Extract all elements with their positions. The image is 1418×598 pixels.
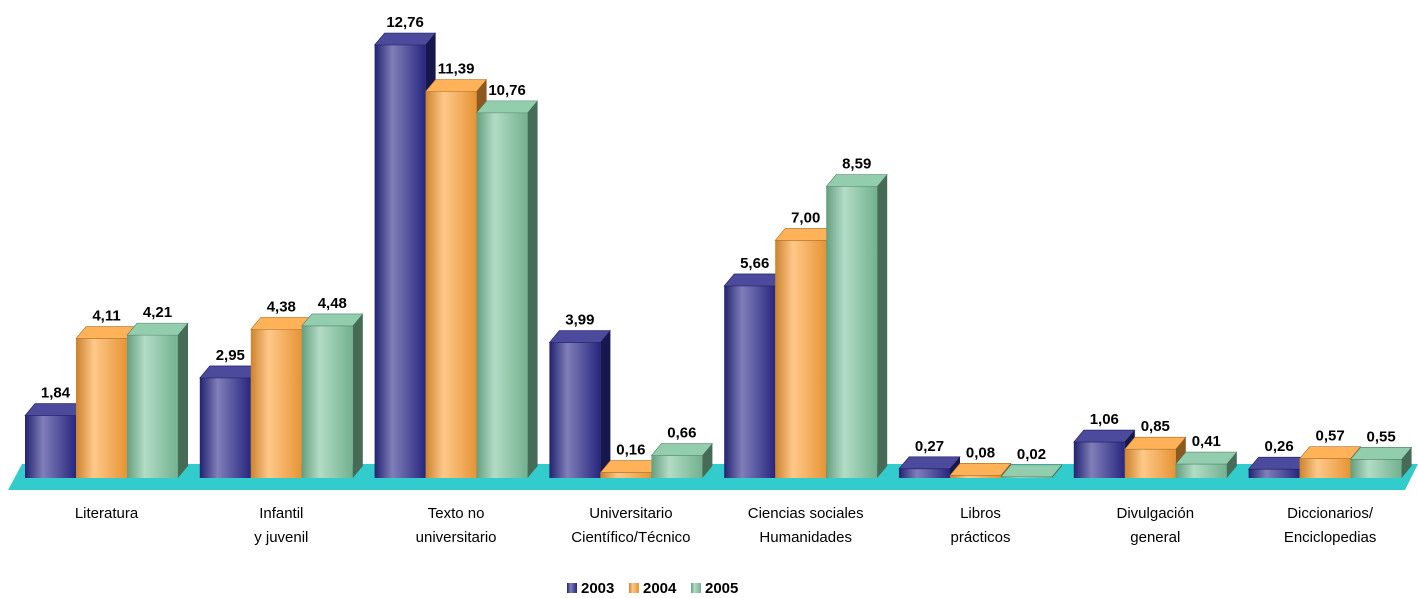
category-label-ciencias-sociales-humanidades: Ciencias sociales Humanidades bbox=[748, 505, 864, 546]
value-label-libros-practicos-2004: 0,08 bbox=[966, 444, 995, 461]
value-label-texto-no-universitario-2004: 11,39 bbox=[438, 60, 475, 77]
legend-item-2004: 2004 bbox=[629, 580, 677, 597]
bar-libros-practicos-2005 bbox=[1000, 464, 1063, 478]
value-label-divulgacion-general-2004: 0,85 bbox=[1141, 418, 1170, 435]
value-label-diccionarios-enciclopedias-2003: 0,26 bbox=[1264, 438, 1293, 455]
bar-ciencias-sociales-humanidades-2005 bbox=[825, 174, 888, 478]
legend: 2003 2004 2005 bbox=[567, 580, 738, 597]
category-label-divulgacion-general: Divulgación general bbox=[1117, 505, 1195, 546]
value-label-literatura-2004: 4,11 bbox=[92, 308, 120, 325]
legend-label-2004: 2004 bbox=[643, 580, 677, 597]
legend-swatch-2003 bbox=[567, 583, 577, 593]
category-label-literatura: Literatura bbox=[75, 505, 139, 522]
legend-item-2005: 2005 bbox=[691, 580, 738, 597]
bar-divulgacion-general-2005 bbox=[1175, 451, 1238, 478]
value-label-ciencias-sociales-humanidades-2004: 7,00 bbox=[791, 209, 820, 226]
value-label-infantil-y-juvenil-2005: 4,48 bbox=[318, 295, 347, 312]
value-label-divulgacion-general-2003: 1,06 bbox=[1090, 411, 1119, 428]
value-label-universitario-cientifico-tecnico-2004: 0,16 bbox=[616, 442, 645, 459]
bar-texto-no-universitario-2005 bbox=[475, 100, 539, 478]
value-label-universitario-cientifico-tecnico-2005: 0,66 bbox=[667, 425, 696, 442]
bars-group bbox=[24, 32, 1413, 479]
value-label-infantil-y-juvenil-2003: 2,95 bbox=[216, 347, 245, 364]
value-label-literatura-2005: 4,21 bbox=[143, 304, 172, 321]
bar-literatura-2005 bbox=[126, 322, 189, 478]
legend-swatch-2004 bbox=[629, 583, 639, 593]
bar-universitario-cientifico-tecnico-2003 bbox=[548, 330, 612, 478]
legend-swatch-2005 bbox=[691, 583, 701, 593]
value-label-ciencias-sociales-humanidades-2005: 8,59 bbox=[842, 156, 871, 173]
category-label-universitario-cientifico-tecnico: Universitario Científico/Técnico bbox=[571, 505, 690, 546]
category-label-infantil-y-juvenil: Infantil y juvenil bbox=[254, 505, 308, 546]
category-labels-group: Literatura Infantil y juvenil Texto no unive… bbox=[75, 505, 1377, 546]
value-label-universitario-cientifico-tecnico-2003: 3,99 bbox=[565, 312, 594, 329]
value-label-infantil-y-juvenil-2004: 4,38 bbox=[267, 298, 296, 315]
value-label-divulgacion-general-2005: 0,41 bbox=[1192, 433, 1221, 450]
category-label-libros-practicos: Libros prácticos bbox=[950, 505, 1010, 546]
bar-universitario-cientifico-tecnico-2005 bbox=[650, 443, 714, 478]
value-label-libros-practicos-2003: 0,27 bbox=[915, 438, 944, 455]
value-label-libros-practicos-2005: 0,02 bbox=[1017, 446, 1046, 463]
category-label-texto-no-universitario: Texto no universitario bbox=[416, 505, 497, 546]
bar-infantil-y-juvenil-2005 bbox=[301, 313, 364, 478]
category-label-diccionarios-enciclopedias: Diccionarios/Enciclopedias bbox=[1284, 505, 1377, 546]
legend-item-2003: 2003 bbox=[567, 580, 614, 597]
value-label-diccionarios-enciclopedias-2004: 0,57 bbox=[1315, 428, 1344, 445]
chart-floor bbox=[8, 464, 1418, 490]
value-labels-group: 1,84 4,11 4,21 2,95 4,38 4,48 12,76 11,39 10,76 3… bbox=[41, 14, 1396, 463]
legend-label-2003: 2003 bbox=[581, 580, 614, 597]
value-label-texto-no-universitario-2005: 10,76 bbox=[488, 82, 526, 99]
value-label-texto-no-universitario-2003: 12,76 bbox=[386, 14, 424, 31]
value-label-diccionarios-enciclopedias-2005: 0,55 bbox=[1366, 428, 1395, 445]
legend-label-2005: 2005 bbox=[705, 580, 738, 597]
bar-literatura-2004 bbox=[75, 326, 138, 478]
value-label-literatura-2003: 1,84 bbox=[41, 385, 71, 402]
value-label-ciencias-sociales-humanidades-2003: 5,66 bbox=[740, 255, 769, 272]
bar-diccionarios-enciclopedias-2005 bbox=[1349, 447, 1413, 478]
